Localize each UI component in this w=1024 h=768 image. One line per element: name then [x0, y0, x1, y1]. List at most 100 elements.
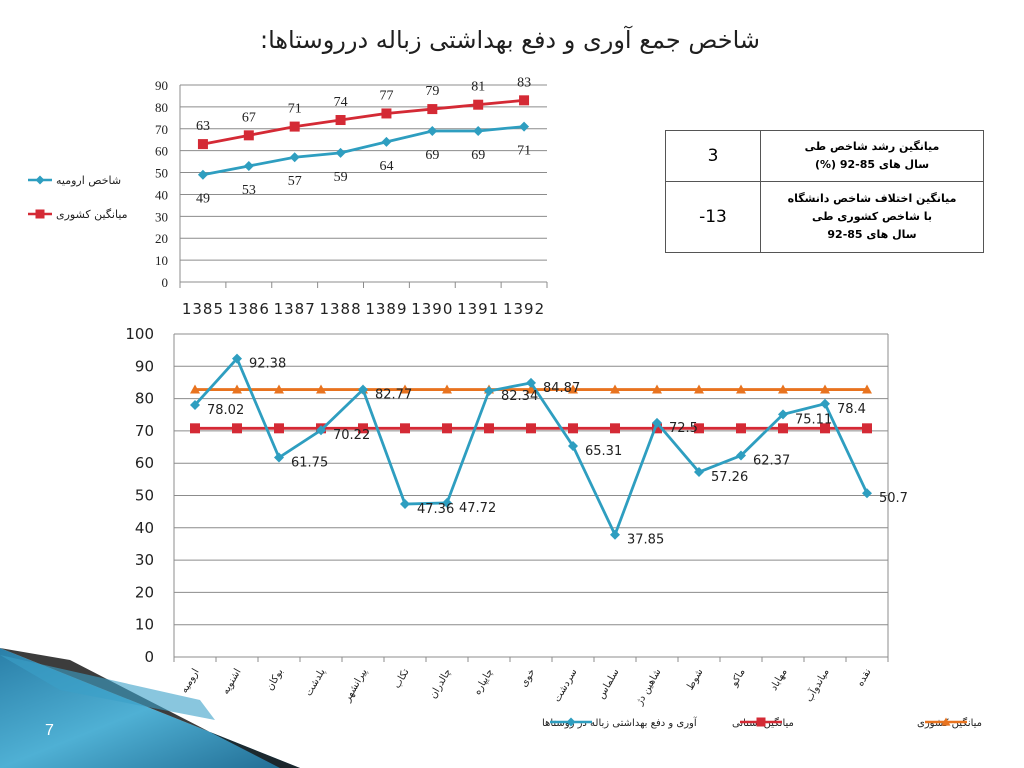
data-point [358, 384, 368, 395]
data-point [274, 423, 284, 434]
x-tick-label: مهاباد [768, 667, 789, 693]
data-point [862, 423, 872, 434]
data-point [400, 499, 410, 510]
legend-label: آوری و دفع بهداشتی زباله در روستاها [542, 716, 698, 729]
x-tick-label: 1385 [182, 300, 224, 318]
data-point [442, 423, 452, 434]
legend-label: میانگین کشوری [56, 208, 128, 221]
data-point [289, 152, 300, 163]
y-tick-label: 20 [135, 583, 154, 601]
series-line [202, 98, 525, 146]
y-tick-label: 50 [155, 166, 168, 181]
data-point [400, 384, 410, 394]
y-tick-label: 60 [135, 454, 154, 472]
data-point [526, 384, 536, 394]
x-tick-label: شوط [685, 667, 706, 692]
data-label: 70.22 [333, 428, 370, 443]
data-point [400, 423, 410, 434]
data-point [862, 384, 872, 394]
x-tick-label: 1390 [411, 300, 453, 318]
y-tick-label: 10 [155, 253, 168, 268]
table-cell-label: میانگین رشد شاخص طی سال های 85-92 (%) [760, 130, 984, 182]
x-tick-label: پلدشت [303, 667, 327, 698]
data-label: 83 [517, 75, 531, 90]
data-label: 72.5 [669, 421, 698, 436]
x-tick-label: تکاب [392, 667, 412, 691]
data-label: 49 [196, 192, 210, 207]
y-tick-label: 40 [135, 519, 154, 537]
legend-marker [756, 717, 766, 727]
y-tick-label: 80 [155, 100, 168, 115]
y-tick-label: 20 [155, 231, 168, 246]
data-point [736, 384, 746, 394]
data-point [652, 384, 662, 394]
data-label: 75.11 [795, 412, 832, 427]
y-tick-label: 30 [135, 551, 154, 569]
data-point [232, 384, 242, 394]
data-label: 67 [242, 110, 256, 125]
data-point [736, 423, 746, 434]
x-tick-label: 1389 [365, 300, 407, 318]
data-label: 63 [196, 119, 210, 134]
data-label: 77 [379, 88, 393, 103]
data-point [232, 423, 242, 434]
data-point [568, 384, 578, 394]
data-point [190, 399, 200, 410]
data-point [652, 423, 662, 434]
data-label: 92.38 [249, 357, 286, 372]
slide-title: شاخص جمع آوری و دفع بهداشتی زباله درروست… [259, 26, 760, 54]
data-point [610, 384, 620, 394]
y-tick-label: 50 [135, 487, 154, 505]
data-point [442, 384, 452, 394]
data-label: 69 [425, 148, 439, 163]
y-tick-label: 80 [135, 390, 154, 408]
x-tick-label: ارومیه [179, 667, 202, 695]
data-label: 82.34 [501, 389, 538, 404]
data-point [190, 423, 200, 434]
x-tick-label: میاندوآب [802, 666, 832, 704]
label-line: میانگین اختلاف شاخص دانشگاه [787, 192, 957, 205]
y-tick-label: 70 [155, 122, 168, 137]
data-point [335, 147, 346, 158]
table-cell-value: -13 [665, 181, 761, 253]
data-label: 71 [517, 144, 531, 159]
data-label: 64 [379, 159, 393, 174]
data-label: 37.85 [627, 533, 664, 548]
label-line: میانگین رشد شاخص طی [804, 140, 940, 153]
data-label: 57.26 [711, 470, 748, 485]
table-row: -13 میانگین اختلاف شاخص دانشگاه با شاخص … [665, 181, 984, 253]
data-point [381, 108, 392, 119]
data-point [694, 423, 704, 434]
x-tick-label: چایپاره [472, 667, 496, 697]
data-point [820, 423, 830, 434]
x-tick-label: 1388 [319, 300, 361, 318]
data-point [243, 130, 254, 141]
data-label: 79 [425, 84, 439, 99]
data-point [778, 423, 788, 434]
data-label: 57 [288, 174, 302, 189]
data-point [473, 125, 484, 136]
data-point [197, 169, 208, 180]
summary-table: 3 میانگین رشد شاخص طی سال های 85-92 (%) … [665, 130, 984, 253]
x-tick-label: پیرانشهر [342, 667, 370, 705]
data-point [519, 121, 530, 132]
legend-label: شاخص ارومیه [56, 174, 121, 187]
data-point [526, 377, 536, 388]
y-tick-label: 30 [155, 209, 168, 224]
data-point [778, 409, 788, 420]
data-point [694, 384, 704, 394]
x-tick-label: سلماس [596, 667, 622, 701]
label-line: با شاخص کشوری طی [811, 210, 933, 223]
data-label: 47.36 [417, 502, 454, 517]
data-label: 78.02 [207, 403, 244, 418]
y-tick-label: 0 [144, 648, 154, 666]
data-point [862, 488, 872, 499]
x-tick-label: 1392 [503, 300, 545, 318]
label-line: سال های 85-92 (%) [814, 158, 930, 171]
x-tick-label: بوکان [265, 667, 286, 693]
data-label: 69 [471, 148, 485, 163]
x-tick-label: سردشت [552, 667, 580, 704]
data-point [335, 115, 346, 126]
